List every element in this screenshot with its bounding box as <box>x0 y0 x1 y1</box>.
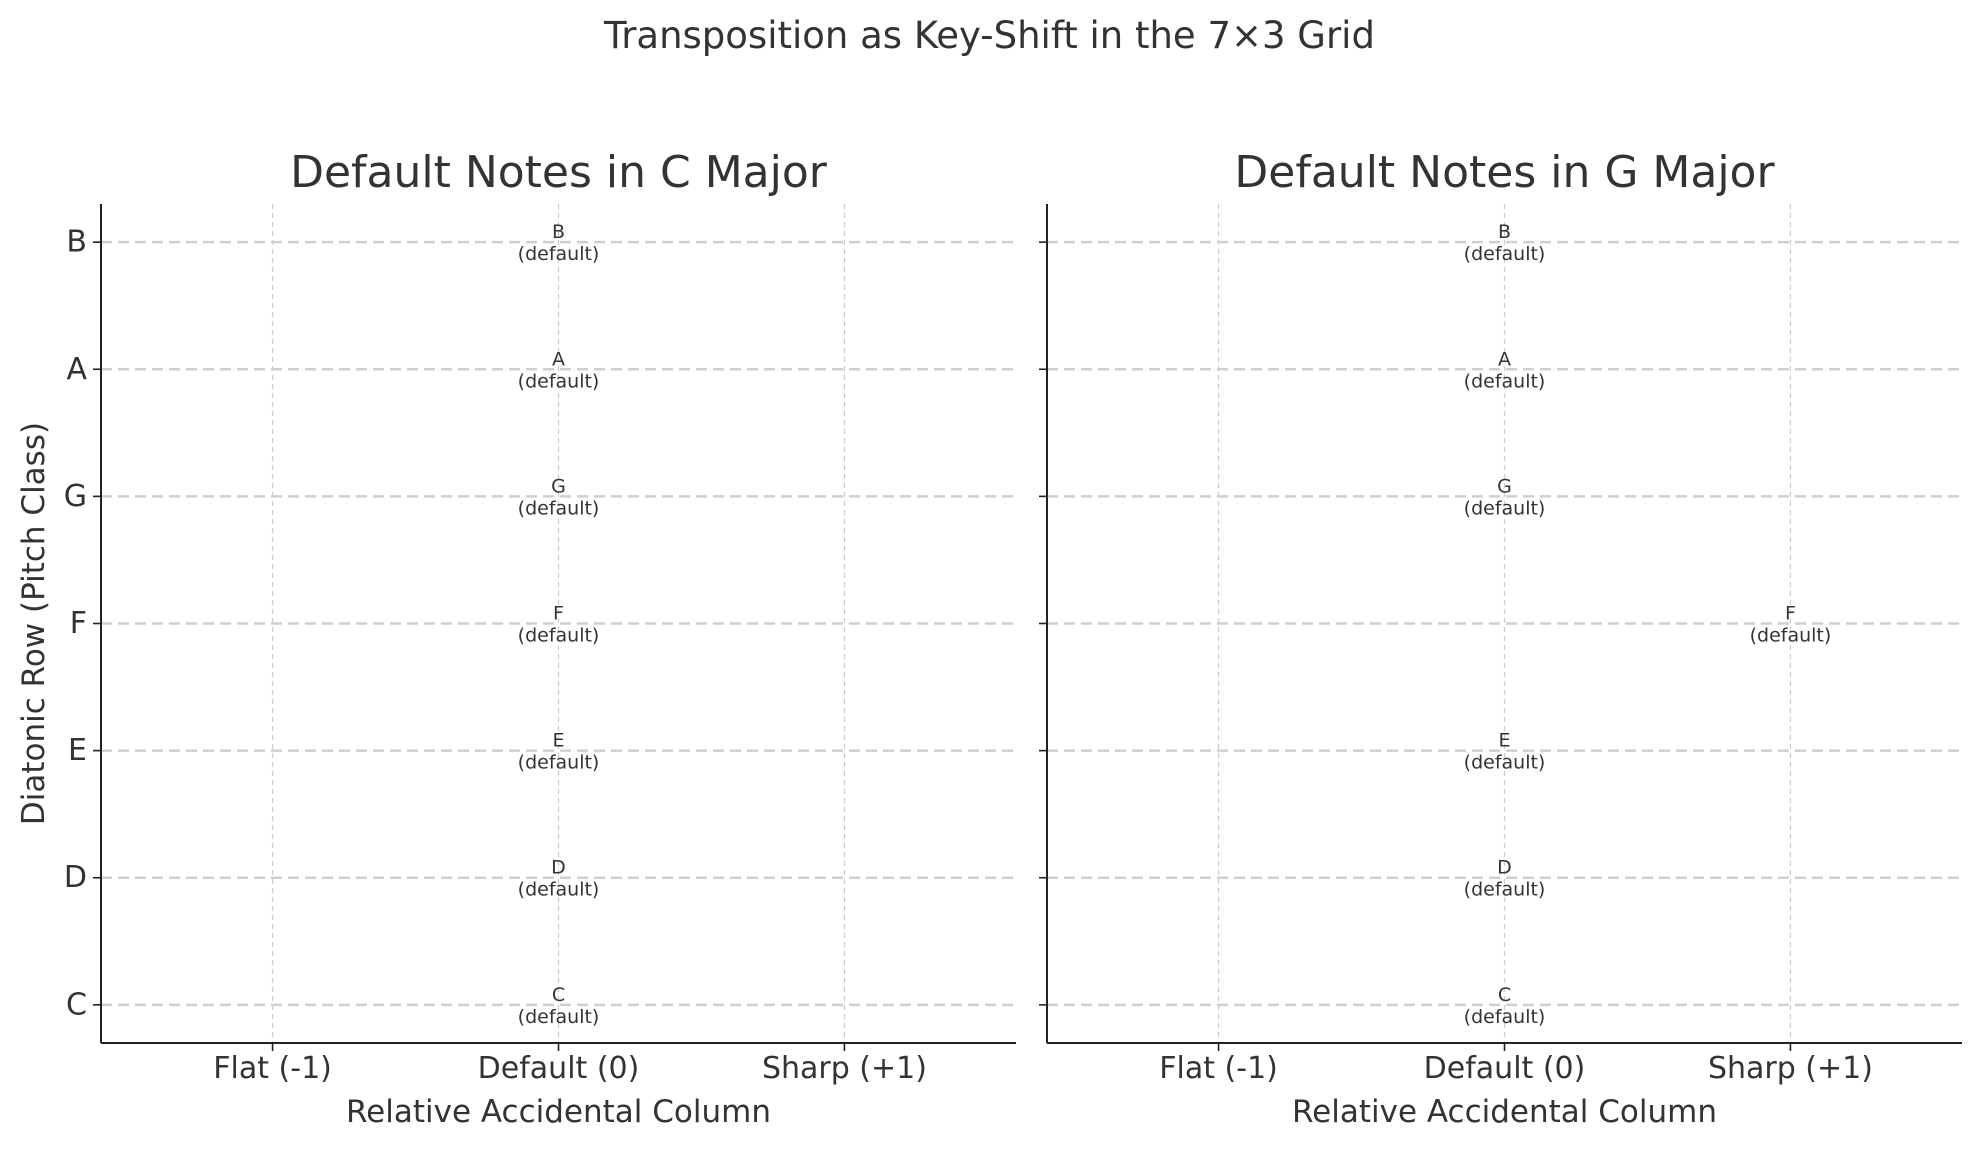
panel-1-y-tick-label-d: D <box>64 860 87 895</box>
panel-1-y-tick-label-c: C <box>66 987 87 1022</box>
panel-1-x-tick-label-0: Flat (-1) <box>213 1051 332 1086</box>
panel-2-note-g-suffix: (default) <box>1464 497 1546 519</box>
panel-1-note-e: E <box>552 730 564 752</box>
panel-1-note-e-suffix: (default) <box>518 752 600 774</box>
panel-1-note-g-suffix: (default) <box>518 497 600 519</box>
panel-1-note-d-suffix: (default) <box>518 879 600 901</box>
panel-1-title: Default Notes in C Major <box>290 147 828 198</box>
panel-2-note-f: F <box>1785 603 1796 625</box>
panel-2-note-b: B <box>1498 221 1511 243</box>
panel-2-note-d: D <box>1497 857 1512 879</box>
panel-2-note-c: C <box>1498 984 1511 1006</box>
panel-1-y-tick-label-f: F <box>70 606 87 641</box>
panel-1-note-f: F <box>553 603 564 625</box>
panel-1-note-f-suffix: (default) <box>518 625 600 647</box>
panel-1-y-tick-label-b: B <box>66 225 87 260</box>
panel-2-note-a-suffix: (default) <box>1464 370 1546 392</box>
panel-1-note-c-suffix: (default) <box>518 1006 600 1028</box>
panel-2-x-tick-label-0: Flat (-1) <box>1159 1051 1278 1086</box>
panel-2-title: Default Notes in G Major <box>1234 147 1775 198</box>
panel-2-note-e: E <box>1498 730 1510 752</box>
panel-2-x-tick-label-2: Sharp (+1) <box>1708 1051 1873 1086</box>
panel-2-note-c-suffix: (default) <box>1464 1006 1546 1028</box>
panel-2-x-axis-label: Relative Accidental Column <box>1292 1094 1717 1130</box>
panel-1-x-axis-label: Relative Accidental Column <box>346 1094 771 1130</box>
panel-2-note-b-suffix: (default) <box>1464 243 1546 265</box>
panel-1-note-c: C <box>552 984 565 1006</box>
panel-1-note-b-suffix: (default) <box>518 243 600 265</box>
panel-2-note-a: A <box>1498 348 1511 370</box>
panel-1-y-axis-label: Diatonic Row (Pitch Class) <box>16 422 52 825</box>
panel-1-note-g: G <box>551 475 566 497</box>
panel-1-note-d: D <box>551 857 566 879</box>
panel-1-x-tick-label-2: Sharp (+1) <box>762 1051 927 1086</box>
panel-2-note-d-suffix: (default) <box>1464 879 1546 901</box>
panel-2-note-g: G <box>1497 475 1512 497</box>
panel-1-y-tick-label-g: G <box>64 479 87 514</box>
panel-1-x-tick-label-1: Default (0) <box>478 1051 640 1086</box>
panel-1-note-a-suffix: (default) <box>518 370 600 392</box>
panel-1-y-tick-label-e: E <box>68 733 87 768</box>
panel-1-note-b: B <box>552 221 565 243</box>
figure-title: Transposition as Key-Shift in the 7×3 Gr… <box>604 14 1375 57</box>
panel-2-note-e-suffix: (default) <box>1464 752 1546 774</box>
panel-2-x-tick-label-1: Default (0) <box>1424 1051 1586 1086</box>
panel-2-note-f-suffix: (default) <box>1750 625 1832 647</box>
panel-1-note-a: A <box>552 348 565 370</box>
panel-1-y-tick-label-a: A <box>66 352 87 387</box>
